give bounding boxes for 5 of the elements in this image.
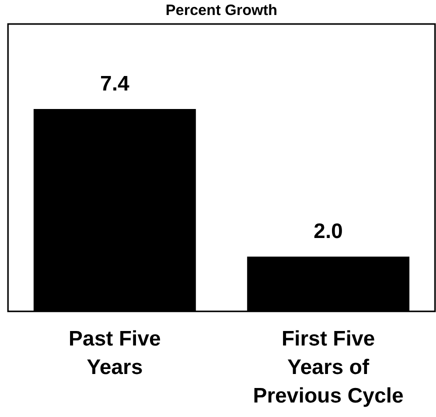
x-tick-label: First Five Years of Previous Cycle: [252, 327, 404, 408]
x-tick-label: Past Five Years: [68, 327, 161, 379]
data-label: 7.4: [100, 72, 130, 96]
chart-title: Percent Growth: [166, 2, 278, 20]
data-label: 2.0: [314, 220, 343, 243]
